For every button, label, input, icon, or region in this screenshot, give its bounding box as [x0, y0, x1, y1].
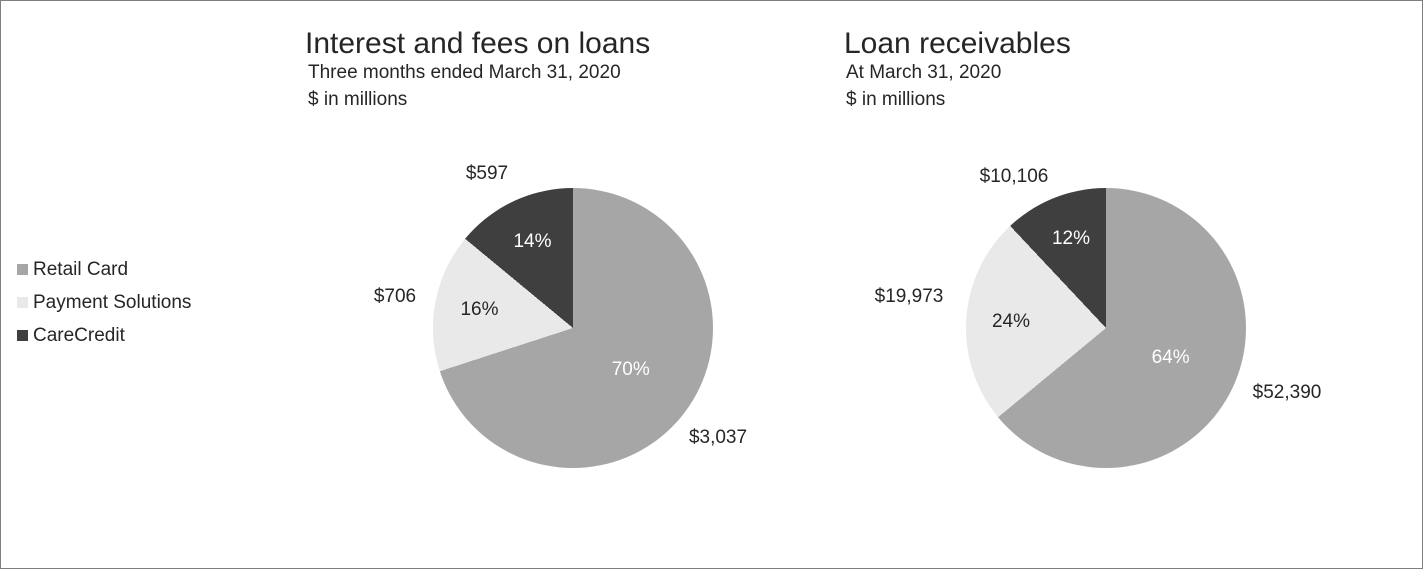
- legend-label-carecredit: CareCredit: [33, 324, 125, 346]
- legend-item-payment-solutions: Payment Solutions: [17, 286, 191, 319]
- legend-label-payment-solutions: Payment Solutions: [33, 291, 192, 313]
- pct-label-payment-solutions: 24%: [991, 311, 1030, 333]
- legend-swatch-payment-solutions: [17, 297, 28, 308]
- legend-swatch-retail-card: [17, 264, 28, 275]
- pct-label-carecredit: 12%: [1051, 228, 1090, 250]
- chart1-title: Interest and fees on loans: [305, 27, 651, 60]
- pct-label-retail-card: 64%: [1151, 347, 1190, 369]
- legend-item-carecredit: CareCredit: [17, 319, 191, 352]
- value-label-payment-solutions: $706: [373, 286, 417, 307]
- value-label-carecredit: $597: [465, 163, 509, 184]
- pct-label-retail-card: 70%: [611, 358, 650, 380]
- value-label-retail-card: $3,037: [688, 427, 748, 448]
- legend-label-retail-card: Retail Card: [33, 258, 129, 280]
- legend-item-retail-card: Retail Card: [17, 253, 191, 286]
- value-label-payment-solutions: $19,973: [874, 286, 944, 307]
- chart2-title: Loan receivables: [844, 27, 1071, 60]
- chart2-subtitle: At March 31, 2020: [846, 62, 1002, 83]
- pie-chart-loan-receivables: 64% 24% 12%: [966, 188, 1246, 468]
- legend: Retail Card Payment Solutions CareCredit: [17, 253, 191, 352]
- chart1-units: $ in millions: [308, 89, 408, 110]
- value-label-retail-card: $52,390: [1252, 382, 1322, 403]
- pct-label-payment-solutions: 16%: [460, 299, 499, 321]
- value-label-carecredit: $10,106: [979, 166, 1049, 187]
- pct-label-carecredit: 14%: [513, 230, 552, 252]
- chart2-units: $ in millions: [846, 89, 946, 110]
- chart1-subtitle: Three months ended March 31, 2020: [308, 62, 621, 83]
- legend-swatch-carecredit: [17, 330, 28, 341]
- pie-chart-interest-and-fees: 70% 16% 14%: [433, 188, 713, 468]
